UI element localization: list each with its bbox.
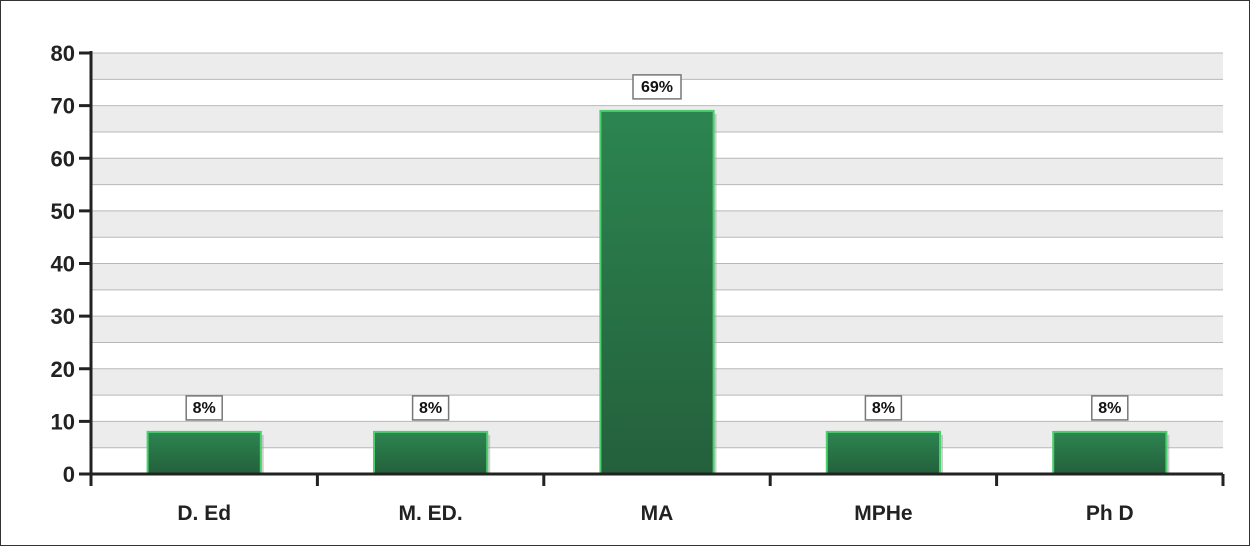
data-label: 8% <box>872 400 895 417</box>
y-tick-label: 70 <box>51 94 75 119</box>
data-label-box <box>185 395 223 421</box>
data-label-box <box>632 74 682 100</box>
data-label-box <box>411 395 450 421</box>
x-tick-label: Ph D <box>1086 502 1134 525</box>
y-tick-label: 40 <box>51 252 75 277</box>
bar <box>825 430 941 475</box>
labels: 8% D. Ed 8% M. ED. 69% MA 8% MPHe 8% Ph D 0 10 20 30 4… <box>51 41 1134 525</box>
y-tick-label: 20 <box>51 357 75 382</box>
bar <box>599 109 715 475</box>
y-tick-label: 30 <box>51 304 75 329</box>
data-label: 8% <box>1098 400 1121 417</box>
axes <box>79 51 1225 486</box>
bars <box>146 109 1170 475</box>
y-tick-label: 60 <box>51 146 75 171</box>
bar <box>146 430 262 475</box>
data-label: 8% <box>193 400 216 417</box>
x-tick-label: D. Ed <box>177 502 231 525</box>
x-tick-label: MPHe <box>854 502 912 525</box>
x-tick-label: M. ED. <box>399 502 463 525</box>
bar <box>373 430 489 475</box>
bar <box>1052 430 1168 475</box>
y-tick-label: 80 <box>51 41 75 66</box>
y-tick-label: 10 <box>51 409 75 434</box>
y-tick-label: 50 <box>51 199 75 224</box>
data-label: 69% <box>641 79 673 96</box>
data-label: 8% <box>419 400 442 417</box>
y-tick-label: 0 <box>63 462 75 487</box>
data-label-box <box>1091 395 1129 421</box>
data-label-box <box>864 395 903 421</box>
x-tick-label: MA <box>641 502 674 525</box>
